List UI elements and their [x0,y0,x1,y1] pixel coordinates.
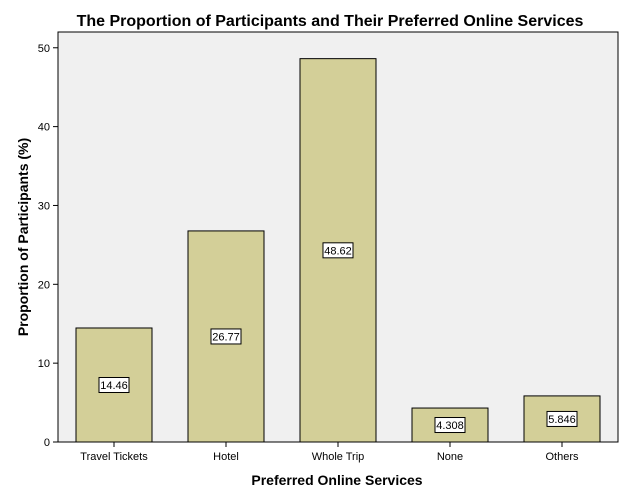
chart-title: The Proportion of Participants and Their… [77,13,584,30]
data-label: 5.846 [548,414,576,426]
data-label-box [546,410,578,427]
x-tick-label: Whole Trip [312,451,365,463]
y-tick-label: 0 [44,437,50,449]
data-label-box [98,376,130,393]
x-tick-label: Hotel [213,451,239,463]
x-tick-label: None [437,451,463,463]
y-tick-label: 20 [38,279,50,291]
data-label: 4.308 [436,420,464,432]
x-axis-ticks: Travel Tickets Hotel Whole Trip None Others [80,442,579,463]
x-tick-label: Others [545,451,579,463]
x-tick-label: Travel Tickets [80,451,148,463]
x-axis-title: Preferred Online Services [251,472,422,488]
y-tick-label: 30 [38,200,50,212]
y-tick-label: 50 [38,43,50,55]
data-label: 14.46 [100,380,128,392]
bar-series: 14.46 26.77 48.62 4.308 5.846 [75,58,601,443]
y-axis-ticks: 0 10 20 30 40 50 [38,43,58,449]
data-label-box [434,417,466,434]
y-axis-title: Proportion of Participants (%) [15,138,31,336]
data-label: 26.77 [212,331,240,343]
y-tick-label: 40 [38,122,50,134]
data-label: 48.62 [324,245,352,257]
y-tick-label: 10 [38,358,50,370]
data-label-box [210,328,242,345]
data-label-box [322,242,354,259]
